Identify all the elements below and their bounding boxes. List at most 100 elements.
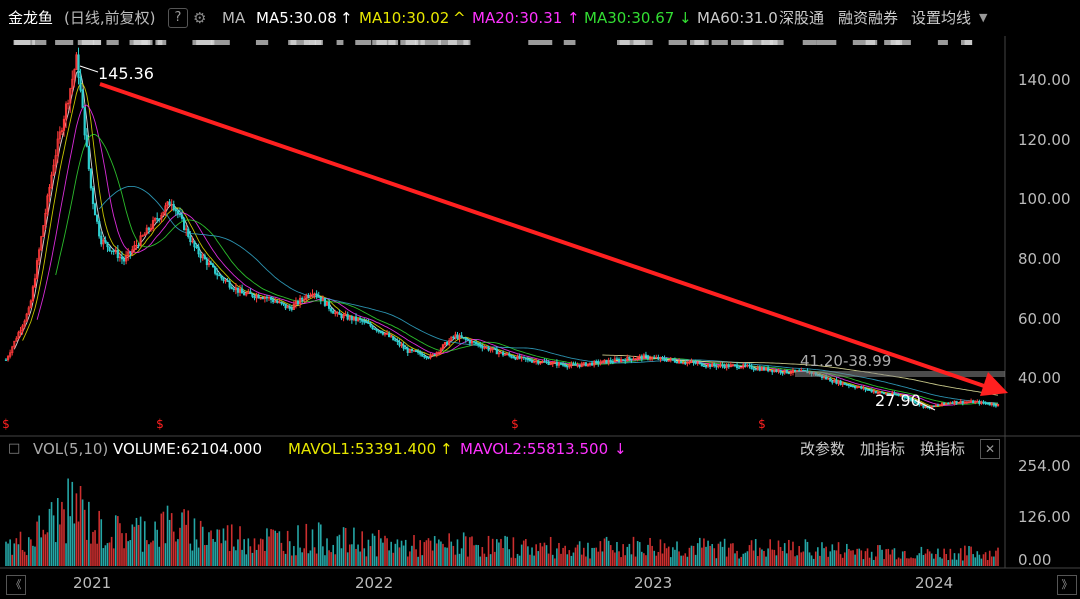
- candle-body: [677, 360, 681, 364]
- candle-body: [87, 145, 90, 170]
- margin-trading-link[interactable]: 融资融券: [838, 9, 899, 27]
- candle-body: [133, 245, 136, 250]
- switch-indicator-button[interactable]: 换指标: [920, 440, 966, 458]
- candle-body: [31, 286, 35, 302]
- volume-bar: [866, 548, 869, 566]
- volume-bar: [603, 538, 606, 566]
- volume-bar: [106, 543, 109, 566]
- volume-bar: [773, 549, 776, 566]
- add-indicator-button[interactable]: 加指标: [860, 440, 906, 458]
- candle-body: [13, 340, 16, 348]
- candle-body: [686, 362, 689, 364]
- candle-body: [120, 256, 124, 260]
- candle-body: [719, 364, 722, 367]
- candle-body: [468, 340, 471, 344]
- ma-settings-link[interactable]: 设置均线: [911, 9, 972, 27]
- candle-body: [648, 358, 652, 360]
- volume-bar: [67, 478, 69, 566]
- volume-bar: [460, 548, 463, 566]
- shenzhen-connect-link[interactable]: 深股通: [779, 9, 825, 27]
- candle-body: [338, 312, 341, 315]
- volume-bar: [968, 546, 970, 566]
- candle-body: [551, 362, 554, 365]
- candle-body: [348, 316, 351, 320]
- candle-body: [332, 310, 335, 314]
- volume-bar: [562, 547, 564, 566]
- volume-bar: [678, 551, 680, 566]
- panel-toggle-icon[interactable]: □: [8, 441, 21, 456]
- candle-body: [354, 316, 358, 321]
- volume-bar: [201, 526, 204, 566]
- volume-bar: [738, 558, 740, 566]
- candle-body: [924, 406, 927, 409]
- candle-body: [315, 293, 318, 297]
- candle-body: [655, 357, 658, 359]
- candle-body: [537, 360, 540, 364]
- volume-bar: [860, 550, 863, 566]
- volume-bar: [160, 513, 163, 566]
- volume-bar: [456, 539, 459, 566]
- volume-bar: [779, 547, 782, 566]
- volume-bar: [790, 550, 792, 566]
- candle-body: [613, 358, 616, 363]
- candle-body: [137, 244, 140, 247]
- volume-bar: [698, 537, 701, 566]
- event-marker-icon: [192, 40, 215, 45]
- volume-bar: [452, 545, 455, 566]
- candle-body: [209, 262, 213, 265]
- candle-body: [588, 362, 592, 365]
- help-icon[interactable]: ?: [168, 8, 188, 28]
- candle-body: [193, 240, 196, 248]
- volume-bar: [204, 545, 206, 566]
- candle-body: [769, 370, 772, 372]
- edit-params-button[interactable]: 改参数: [800, 440, 846, 458]
- candle-body: [851, 385, 855, 388]
- volume-bar: [5, 541, 7, 566]
- volume-bar: [319, 524, 322, 566]
- candle-body: [953, 400, 956, 404]
- volume-bar: [986, 560, 989, 566]
- volume-bar: [233, 546, 235, 566]
- event-marker-icon: [420, 40, 441, 45]
- candle-body: [638, 355, 641, 358]
- candle-body: [570, 363, 573, 366]
- candle-body: [73, 69, 76, 80]
- candle-body: [909, 397, 913, 401]
- candle-body: [112, 250, 115, 253]
- volume-bar: [338, 534, 341, 566]
- candle-body: [582, 362, 585, 364]
- candle-body: [698, 362, 701, 365]
- volume-bar: [154, 521, 156, 566]
- candle-body: [195, 246, 198, 249]
- candle-body: [6, 356, 10, 361]
- close-indicator-icon[interactable]: ✕: [980, 439, 1000, 459]
- volume-bar: [230, 524, 233, 566]
- volume-bar: [609, 545, 612, 566]
- volume-bar: [489, 554, 492, 566]
- volume-bar: [653, 550, 656, 566]
- candle-body: [93, 203, 97, 216]
- scroll-right-button[interactable]: 》: [1057, 575, 1077, 595]
- volume-bar: [829, 551, 832, 566]
- candle-body: [425, 356, 428, 359]
- candle-body: [369, 323, 372, 327]
- volume-bar: [30, 539, 32, 566]
- candle-body: [27, 307, 30, 315]
- candle-body: [336, 312, 339, 314]
- volume-bar: [357, 544, 359, 566]
- volume-bar: [893, 548, 896, 566]
- volume-bar: [676, 541, 678, 566]
- candle-body: [62, 118, 66, 131]
- candle-body: [916, 402, 919, 405]
- scroll-left-button[interactable]: 《: [6, 575, 26, 595]
- volume-bar: [309, 550, 312, 566]
- stock-name[interactable]: 金龙鱼: [8, 9, 54, 27]
- volume-bar: [895, 559, 898, 566]
- candle-body: [617, 358, 621, 362]
- volume-bar: [344, 527, 347, 566]
- dropdown-chevron-icon[interactable]: ▼: [979, 11, 988, 24]
- settings-gear-icon[interactable]: ⚙: [193, 9, 207, 27]
- volume-bar: [920, 546, 923, 566]
- volume-bar: [636, 541, 639, 566]
